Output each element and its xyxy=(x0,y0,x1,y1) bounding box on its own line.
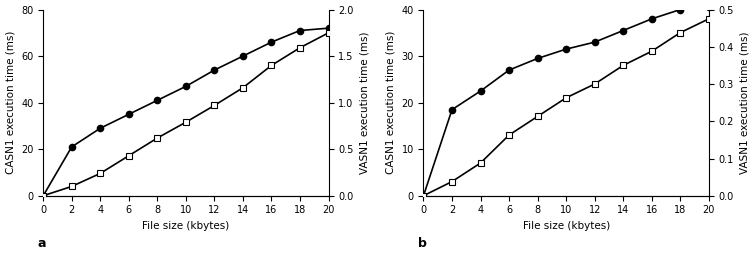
Y-axis label: CASN1 execution time (ms): CASN1 execution time (ms) xyxy=(386,31,396,174)
Text: b: b xyxy=(418,237,427,250)
Text: a: a xyxy=(38,237,46,250)
X-axis label: File size (kbytes): File size (kbytes) xyxy=(522,221,610,231)
X-axis label: File size (kbytes): File size (kbytes) xyxy=(142,221,230,231)
Y-axis label: VASN1 execution time (ms): VASN1 execution time (ms) xyxy=(739,31,750,174)
Y-axis label: VASN1 execution time (ms): VASN1 execution time (ms) xyxy=(359,31,369,174)
Y-axis label: CASN1 execution time (ms): CASN1 execution time (ms) xyxy=(5,31,16,174)
